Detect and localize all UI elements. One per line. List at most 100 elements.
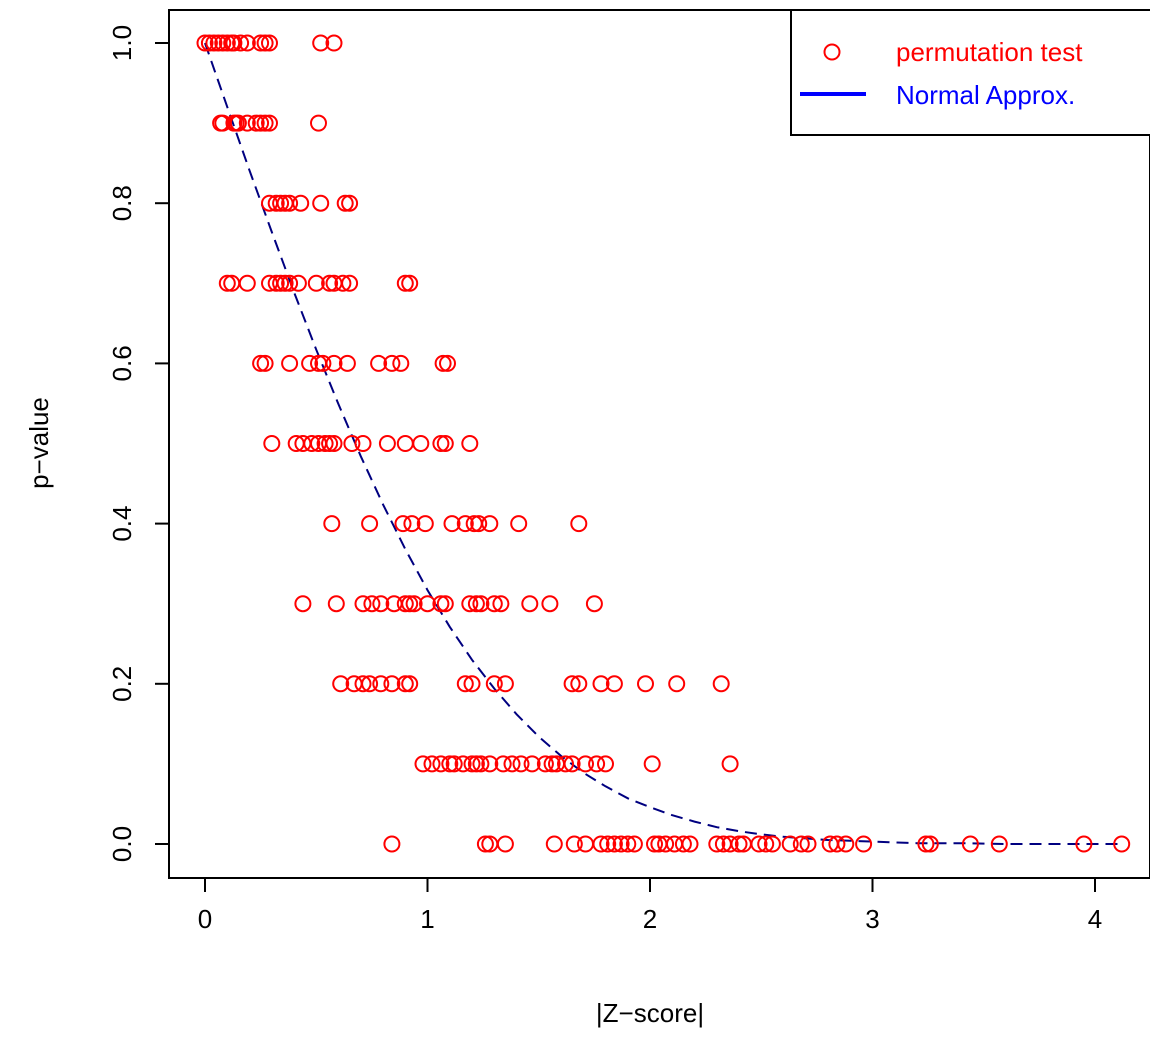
data-point xyxy=(232,34,250,52)
y-tick-label: 0.2 xyxy=(107,666,137,702)
data-point xyxy=(612,835,630,853)
data-point xyxy=(229,114,247,132)
data-point xyxy=(289,274,307,292)
data-point xyxy=(252,114,270,132)
data-point xyxy=(267,194,285,212)
data-point xyxy=(485,595,503,613)
data-point xyxy=(281,354,299,372)
data-point xyxy=(396,435,414,452)
data-point xyxy=(1075,835,1093,853)
data-point xyxy=(436,435,454,452)
data-point xyxy=(378,435,396,452)
data-point xyxy=(256,354,274,372)
data-point xyxy=(403,515,421,533)
data-point xyxy=(472,595,490,613)
data-point xyxy=(332,675,350,693)
data-point xyxy=(681,835,699,853)
data-point xyxy=(432,435,450,452)
data-point xyxy=(372,595,390,613)
data-point xyxy=(256,114,274,132)
data-point xyxy=(267,274,285,292)
data-point xyxy=(412,435,430,452)
plot-frame xyxy=(168,9,1150,879)
legend-box xyxy=(790,9,1150,136)
data-point xyxy=(416,515,434,533)
data-point xyxy=(799,835,817,853)
data-point xyxy=(423,755,441,773)
data-point xyxy=(494,755,512,773)
data-point xyxy=(439,354,456,372)
data-point xyxy=(238,34,256,52)
data-point xyxy=(441,755,459,773)
data-point xyxy=(314,354,332,372)
y-tick-label: 0.6 xyxy=(107,345,137,381)
data-point xyxy=(565,835,583,853)
data-point xyxy=(200,34,218,52)
data-point xyxy=(637,675,654,693)
data-point xyxy=(512,755,530,773)
data-point xyxy=(646,835,663,853)
data-point xyxy=(354,435,372,452)
data-point xyxy=(303,435,321,452)
data-point xyxy=(354,595,372,613)
data-point xyxy=(605,675,623,693)
data-point xyxy=(625,835,643,853)
data-point xyxy=(301,354,319,372)
data-point xyxy=(456,515,474,533)
data-point xyxy=(828,835,846,853)
data-point xyxy=(557,755,574,773)
data-point xyxy=(392,354,410,372)
data-point xyxy=(563,755,581,773)
data-point xyxy=(225,34,243,52)
data-point xyxy=(510,515,528,533)
data-point xyxy=(541,595,559,613)
data-point xyxy=(643,755,661,773)
data-point xyxy=(496,835,514,853)
x-tick-label: 3 xyxy=(865,904,879,934)
data-point xyxy=(261,34,278,52)
data-point xyxy=(917,835,935,853)
data-point xyxy=(463,675,481,693)
y-axis: 0.0 0.2 0.4 0.6 0.8 1.0 xyxy=(107,25,170,862)
data-point xyxy=(432,755,450,773)
data-point xyxy=(597,755,614,773)
data-point xyxy=(361,515,379,533)
legend-label-normal-approx: Normal Approx. xyxy=(896,80,1075,110)
data-point xyxy=(605,835,623,853)
data-point xyxy=(414,755,432,773)
data-point xyxy=(523,755,541,773)
data-point xyxy=(476,835,494,853)
data-point xyxy=(492,595,510,613)
data-point xyxy=(521,595,539,613)
data-point xyxy=(383,835,401,853)
legend-label-permutation-test: permutation test xyxy=(896,37,1083,67)
data-point xyxy=(214,34,232,52)
y-tick-label: 1.0 xyxy=(107,25,137,61)
data-point xyxy=(321,274,339,292)
data-point xyxy=(341,194,359,212)
normal-approx-line xyxy=(204,42,1122,845)
data-point xyxy=(712,675,730,693)
data-point xyxy=(310,114,327,132)
y-tick-label: 0.8 xyxy=(107,185,137,221)
data-point xyxy=(674,835,692,853)
data-point xyxy=(588,755,606,773)
data-point xyxy=(238,114,256,132)
data-point xyxy=(563,675,581,693)
data-point xyxy=(341,274,359,292)
data-point xyxy=(792,835,810,853)
data-point xyxy=(503,755,521,773)
data-point xyxy=(666,835,683,853)
data-point xyxy=(325,435,343,452)
data-point xyxy=(396,274,414,292)
data-point xyxy=(543,755,561,773)
data-point xyxy=(338,354,356,372)
data-point xyxy=(463,755,481,773)
data-point xyxy=(218,34,236,52)
data-point xyxy=(434,354,452,372)
data-point xyxy=(657,835,675,853)
data-point xyxy=(323,515,341,533)
data-point xyxy=(472,755,490,773)
data-point xyxy=(730,835,748,853)
